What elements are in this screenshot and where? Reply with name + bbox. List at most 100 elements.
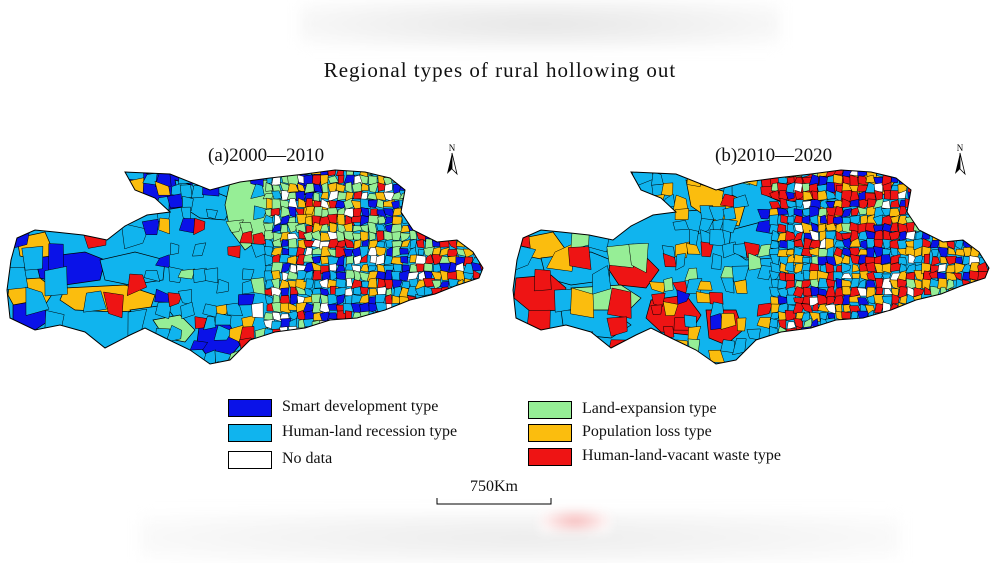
map-region [400, 239, 411, 248]
map-region [480, 286, 483, 298]
map-region [930, 303, 942, 312]
map-region [447, 349, 459, 363]
map-region [442, 182, 451, 193]
map-title: Regional types of rural hollowing out [323, 58, 677, 82]
map-region [472, 229, 483, 241]
map-region [930, 264, 942, 275]
map-region [841, 342, 852, 353]
map-region [391, 231, 403, 241]
map-region [786, 176, 795, 184]
map-region [961, 285, 973, 296]
map-region [733, 194, 749, 209]
map-region [709, 229, 726, 247]
map-region [426, 222, 434, 234]
map-region [865, 161, 875, 167]
map-region [472, 351, 483, 361]
map-region [988, 175, 989, 184]
map-region [881, 200, 891, 210]
map-region [464, 313, 476, 322]
map-region [463, 336, 474, 346]
map-region [303, 352, 314, 360]
map-region [343, 350, 355, 361]
map-region [327, 160, 338, 168]
map-region [433, 351, 444, 361]
map-region [954, 350, 963, 360]
map-region [809, 333, 821, 347]
map-region [994, 286, 1000, 296]
map-region [313, 350, 323, 361]
map-region [488, 199, 495, 207]
map-region [456, 224, 466, 234]
map-region [785, 350, 795, 361]
map-region [447, 301, 457, 314]
map-region [470, 208, 482, 218]
map-region [410, 160, 419, 170]
map-region [962, 183, 973, 195]
map-region [488, 185, 495, 193]
map-region [286, 222, 300, 233]
map-region [756, 302, 773, 317]
map-region [961, 312, 973, 321]
map-region [409, 175, 419, 184]
map-region [239, 337, 254, 355]
map-region [771, 350, 782, 361]
map-region [858, 351, 867, 362]
map-region [479, 351, 483, 362]
map-region [488, 312, 495, 321]
legend-label: Population loss type [582, 423, 712, 440]
map-region [938, 160, 948, 169]
map-region [836, 333, 843, 347]
map-region [568, 246, 592, 270]
map-region [398, 303, 410, 314]
map-region [954, 184, 963, 195]
map-region [835, 368, 845, 371]
map-region [367, 277, 378, 289]
map-region [297, 170, 307, 171]
map-region [214, 312, 232, 326]
map-region [825, 256, 837, 266]
map-region [929, 359, 938, 364]
map-region [343, 335, 356, 346]
map-region [883, 325, 892, 338]
map-region [155, 337, 171, 352]
map-region [896, 351, 909, 362]
map-region [945, 221, 954, 234]
map-region [836, 326, 845, 339]
map-region [961, 342, 971, 353]
map-region [345, 269, 356, 282]
map-region [488, 327, 495, 337]
map-region [906, 174, 916, 187]
map-region [239, 170, 256, 174]
map-region [313, 206, 324, 217]
map-region [663, 170, 674, 171]
map-region [832, 247, 843, 258]
map-region [432, 232, 444, 242]
map-region [377, 278, 386, 290]
map-region [44, 266, 68, 297]
map-region [407, 326, 416, 337]
map-region [607, 287, 632, 319]
map-region [368, 341, 379, 352]
map-region [336, 160, 346, 169]
map-region [264, 351, 276, 363]
map-region [769, 343, 780, 353]
map-region [479, 317, 483, 331]
scale-bar-label: 750Km [470, 478, 518, 495]
map-region [996, 262, 1000, 270]
map-region [351, 181, 364, 193]
map-region [448, 294, 460, 306]
map-region [470, 190, 481, 202]
map-region [859, 366, 868, 370]
map-region [841, 319, 853, 331]
map-region [489, 247, 495, 257]
map-region [824, 333, 836, 347]
map-region [448, 225, 458, 233]
map-region [313, 192, 320, 202]
map-region [328, 336, 339, 347]
map-region [606, 339, 630, 363]
map-region [335, 341, 346, 354]
map-region [358, 326, 372, 337]
map-region [479, 200, 483, 209]
map-region [337, 213, 346, 226]
map-region [326, 213, 338, 224]
